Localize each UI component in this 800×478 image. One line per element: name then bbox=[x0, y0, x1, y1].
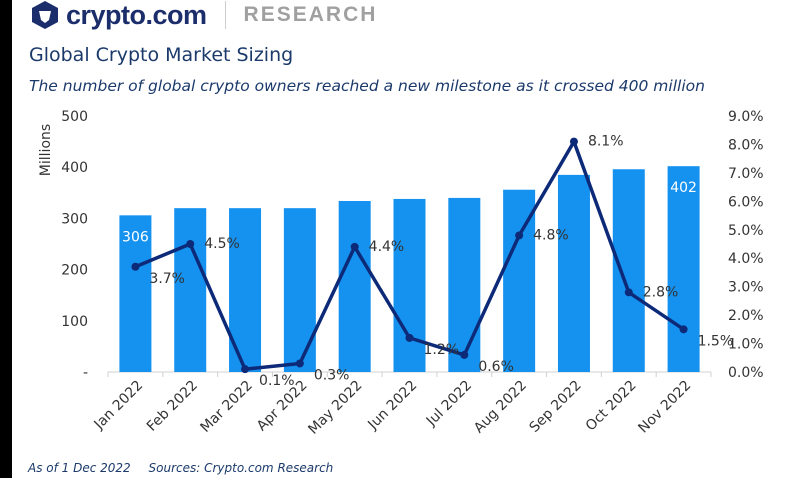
growth-point bbox=[679, 325, 688, 334]
sources: Sources: Crypto.com Research bbox=[148, 461, 334, 475]
x-tick-label: Feb 2022 bbox=[144, 378, 201, 435]
growth-value-label: 8.1% bbox=[588, 134, 624, 150]
growth-value-label: 1.2% bbox=[424, 342, 460, 358]
growth-point bbox=[624, 288, 633, 297]
growth-point bbox=[515, 231, 524, 240]
y2-tick-label: 4.0% bbox=[728, 251, 764, 267]
bar bbox=[283, 208, 316, 372]
logo: crypto.com RESEARCH bbox=[30, 0, 377, 30]
growth-value-label: 2.8% bbox=[643, 284, 679, 300]
bar bbox=[612, 169, 645, 372]
crypto-lion-icon bbox=[32, 1, 58, 29]
growth-point bbox=[241, 365, 250, 374]
growth-value-label: 4.4% bbox=[369, 239, 405, 255]
x-tick-label: Oct 2022 bbox=[583, 378, 640, 435]
x-tick-label: Sep 2022 bbox=[526, 378, 584, 436]
x-tick-label: Aug 2022 bbox=[471, 378, 530, 437]
chart-title: Global Crypto Market Sizing bbox=[29, 44, 294, 66]
bar bbox=[557, 174, 590, 372]
x-tick-label: May 2022 bbox=[305, 378, 365, 438]
chart-subtitle: The number of global crypto owners reach… bbox=[29, 77, 705, 95]
bar bbox=[174, 208, 207, 372]
growth-value-label: 3.7% bbox=[149, 271, 185, 287]
growth-point bbox=[186, 240, 195, 248]
bar bbox=[448, 197, 481, 372]
divider bbox=[224, 1, 226, 29]
y2-tick-label: 2.0% bbox=[728, 308, 764, 324]
growth-point bbox=[569, 137, 578, 146]
y-tick-label: 300 bbox=[61, 211, 88, 227]
y2-tick-label: 5.0% bbox=[728, 223, 764, 239]
bar bbox=[667, 166, 700, 372]
y-axis-label: Millions bbox=[38, 124, 54, 176]
y2-tick-label: 9.0% bbox=[728, 109, 764, 125]
y-tick-label: 200 bbox=[61, 263, 88, 279]
growth-point bbox=[350, 242, 359, 251]
bar bbox=[338, 200, 371, 372]
section-label: RESEARCH bbox=[243, 3, 378, 26]
x-tick-label: Mar 2022 bbox=[198, 378, 256, 436]
y2-tick-label: 8.0% bbox=[728, 137, 764, 153]
growth-value-label: 1.5% bbox=[698, 333, 734, 349]
bar-value-label: 402 bbox=[670, 180, 697, 196]
y2-tick-label: 7.0% bbox=[728, 166, 764, 182]
y2-tick-label: 3.0% bbox=[728, 280, 764, 296]
y-tick-label: 500 bbox=[61, 109, 88, 125]
x-tick-label: Nov 2022 bbox=[635, 378, 694, 437]
growth-point bbox=[405, 333, 414, 342]
growth-value-label: 0.1% bbox=[259, 373, 295, 389]
y2-tick-label: 1.0% bbox=[728, 337, 764, 353]
growth-value-label: 0.3% bbox=[314, 367, 350, 383]
growth-point bbox=[460, 350, 469, 359]
bar bbox=[119, 215, 152, 372]
y-tick-label: - bbox=[83, 365, 88, 381]
y2-tick-label: 0.0% bbox=[728, 365, 764, 381]
x-tick-label: Jan 2022 bbox=[91, 378, 147, 434]
footer: As of 1 Dec 2022 Sources: Crypto.com Res… bbox=[28, 461, 347, 475]
left-border bbox=[0, 0, 12, 478]
growth-point bbox=[295, 359, 304, 368]
brand-name: crypto.com bbox=[66, 0, 207, 30]
growth-value-label: 4.5% bbox=[204, 236, 240, 252]
growth-value-label: 0.6% bbox=[478, 359, 514, 375]
y2-tick-label: 6.0% bbox=[728, 194, 764, 210]
bar bbox=[393, 198, 426, 372]
bar-value-label: 306 bbox=[122, 229, 149, 245]
as-of-date: As of 1 Dec 2022 bbox=[28, 461, 131, 475]
x-tick-label: Jul 2022 bbox=[423, 378, 475, 430]
y-tick-label: 400 bbox=[61, 160, 88, 176]
y-tick-label: 100 bbox=[61, 314, 88, 330]
growth-point bbox=[131, 262, 140, 271]
x-tick-label: Jun 2022 bbox=[364, 378, 420, 434]
growth-value-label: 4.8% bbox=[533, 227, 569, 243]
